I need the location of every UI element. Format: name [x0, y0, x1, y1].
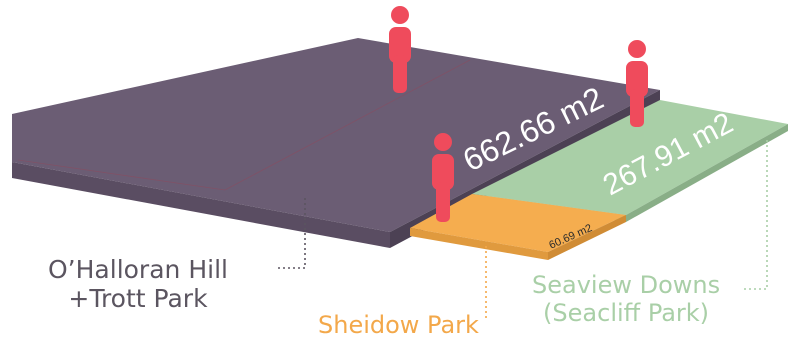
seaview-leader-line [744, 140, 768, 290]
sheidow-block-left-face [410, 228, 548, 260]
ohalloran-leader-line [276, 198, 306, 269]
person-icon [432, 133, 454, 222]
ohalloran-name-line2: +Trott Park [68, 283, 208, 313]
seaview-name-label: Seaview Downs (Seacliff Park) [532, 271, 721, 327]
person-icon [626, 40, 648, 127]
ohalloran-block-top [12, 38, 660, 232]
sheidow-block-right-face [548, 215, 626, 260]
seaview-block-top [472, 100, 788, 215]
person-icon [389, 6, 411, 93]
ohalloran-block-left-face [12, 162, 390, 248]
sheidow-block-top [410, 194, 626, 252]
seaview-name-line1: Seaview Downs [532, 271, 721, 299]
seaview-name-line2: (Seacliff Park) [543, 298, 710, 327]
sheidow-block [410, 194, 626, 260]
ohalloran-name-line1: O’Halloran Hill [48, 255, 228, 284]
ohalloran-name-label: O’Halloran Hill +Trott Park [48, 255, 228, 314]
seaview-block-right-face [626, 124, 788, 222]
sheidow-name-label: Sheidow Park [318, 311, 479, 339]
